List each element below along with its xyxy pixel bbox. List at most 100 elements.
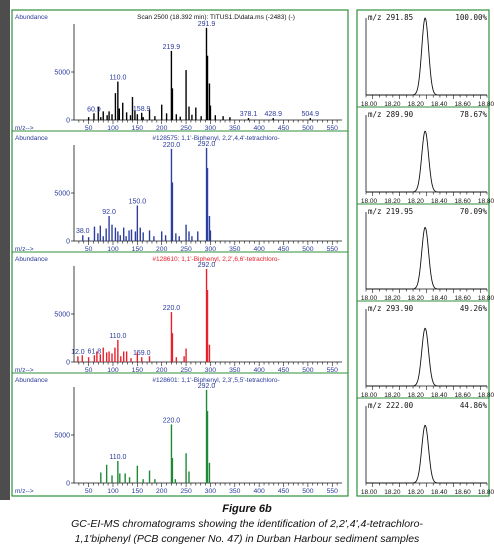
sic-ion-label: m/z 291.85 [368,13,413,22]
sic-x-tick-label: 18.20 [384,392,401,399]
sic-x-tick-label: 18.20 [408,198,425,205]
x-tick-label: 350 [229,367,241,374]
sic-ion-label: m/z 289.90 [368,110,414,119]
x-tick-label: 200 [156,367,168,374]
x-tick-label: 500 [302,125,314,132]
sic-x-tick-label: 18.40 [431,392,448,399]
sic-ion-label: m/z 222.00 [368,401,414,410]
x-tick-label: 100 [107,125,119,132]
x-tick-label: 150 [132,488,144,495]
x-tick-label: 250 [180,367,192,374]
x-tick-label: 100 [107,367,119,374]
x-tick-label: 150 [132,125,144,132]
sic-x-tick-label: 18.00 [361,392,378,399]
sic-percent: 100.00% [455,13,487,22]
x-tick-label: 500 [302,488,314,495]
peak-label: 12.0 [71,349,85,356]
sic-x-tick-label: 18.60 [454,489,471,496]
peak-label: 428.9 [264,111,282,118]
sic-percent: 49.26% [460,304,488,313]
x-tick-label: 200 [156,488,168,495]
sic-x-tick-label: 18.40 [431,198,448,205]
ylabel-abundance: Abundance [15,14,48,21]
sic-ion-label: m/z 293.90 [368,304,414,313]
x-tick-label: 50 [85,367,93,374]
xlabel-mz: m/z--> [15,125,34,132]
peak-label: 292.0 [198,383,216,390]
sic-x-tick-label: 18.20 [408,489,425,496]
sic-panel-3: m/z 219.95 70.09% 18.00 18.20 18.20 18.40 18.6… [357,203,494,302]
peak-label: 38.0 [76,228,90,235]
peak-label: 220.0 [163,417,181,424]
x-tick-label: 350 [229,488,241,495]
peak-label: 220.0 [163,142,181,149]
x-tick-label: 150 [132,246,144,253]
sic-peak-trace [366,424,487,484]
sic-peak-trace [366,130,487,193]
x-tick-label: 150 [132,367,144,374]
spectra-layer: Abundance Scan 2500 (18.392 min): TITUS1.… [12,14,348,495]
sic-x-tick-label: 18.80 [478,101,494,108]
peak-label: 92.0 [102,209,116,216]
y-tick-label: 0 [66,239,70,246]
x-tick-label: 50 [85,125,93,132]
sic-x-tick-label: 18.20 [408,101,425,108]
x-tick-label: 450 [278,488,290,495]
sic-panel-2: m/z 289.90 78.67% 18.00 18.20 18.20 18.40 18.6… [357,106,494,205]
x-tick-label: 300 [205,367,217,374]
x-tick-label: 300 [205,488,217,495]
figure-title: Figure 6b [222,503,272,515]
sic-x-tick-label: 18.80 [478,198,494,205]
sic-x-tick-label: 18.80 [478,489,494,496]
sic-x-tick-label: 18.20 [408,295,425,302]
y-tick-label: 0 [66,118,70,125]
ylabel-abundance: Abundance [15,256,48,263]
x-tick-label: 300 [205,125,217,132]
sic-x-tick-label: 18.80 [478,392,494,399]
xlabel-mz: m/z--> [15,488,34,495]
x-tick-label: 550 [327,246,339,253]
sic-panel-4: m/z 293.90 49.26% 18.00 18.20 18.20 18.40 18.6… [357,300,494,399]
spectrum-title: #128575: 1,1'-Biphenyl, 2,2',4,4'-tetrac… [152,135,279,142]
spectrum-title: Scan 2500 (18.392 min): TITUS1.D\data.ms… [137,14,295,21]
peak-label: 159.0 [133,350,151,357]
peak-label: 292.0 [198,262,216,269]
y-tick-label: 5000 [54,433,70,440]
spectrum-panel-2: Abundance #128575: 1,1'-Biphenyl, 2,2',4,… [12,130,348,253]
ylabel-abundance: Abundance [15,377,48,384]
x-tick-label: 500 [302,246,314,253]
x-tick-label: 250 [180,488,192,495]
x-tick-label: 250 [180,246,192,253]
peak-label: 60.9 [87,106,101,113]
x-tick-label: 450 [278,246,290,253]
sic-percent: 70.09% [460,207,488,216]
x-tick-label: 550 [327,125,339,132]
peak-label: 110.0 [109,333,126,340]
spectrum-title: #128610: 1,1'-Biphenyl, 2,2',6,6'-tetrac… [152,256,279,263]
sic-panel-1: m/z 291.85 100.00% 18.00 18.20 18.20 18.40 18.… [361,13,494,108]
sic-x-tick-label: 18.00 [361,101,378,108]
sic-x-tick-label: 18.00 [361,295,378,302]
figure-caption-line-1: GC-EI-MS chromatograms showing the ident… [71,518,423,530]
y-tick-label: 0 [66,360,70,367]
x-tick-label: 100 [107,488,119,495]
sic-x-tick-label: 18.40 [431,101,448,108]
sic-panel-5: m/z 222.00 44.86% 18.00 18.20 18.20 18.40 18.6… [357,397,494,496]
x-tick-label: 400 [253,367,265,374]
spectrum-panel-1: Abundance Scan 2500 (18.392 min): TITUS1.… [15,14,342,132]
sic-x-tick-label: 18.20 [408,392,425,399]
spectrum-panel-4: Abundance #128601: 1,1'-Biphenyl, 2,3',5,… [12,372,348,495]
peak-label: 504.9 [302,111,320,118]
x-tick-label: 200 [156,246,168,253]
sic-x-tick-label: 18.20 [384,101,401,108]
sic-x-tick-label: 18.00 [361,489,378,496]
x-tick-label: 50 [85,488,93,495]
sic-ion-label: m/z 219.95 [368,207,413,216]
sic-layer: m/z 291.85 100.00% 18.00 18.20 18.20 18.40 18.… [357,13,494,496]
spectrum-title: #128601: 1,1'-Biphenyl, 2,3',5,5'-tetrac… [152,377,279,384]
x-tick-label: 400 [253,125,265,132]
figure-caption-line-2: 1,1'biphenyl (PCB congener No. 47) in Du… [74,533,420,545]
left-dark-strip [0,0,10,500]
sic-x-tick-label: 18.20 [384,489,401,496]
spectra-frame [11,9,349,497]
